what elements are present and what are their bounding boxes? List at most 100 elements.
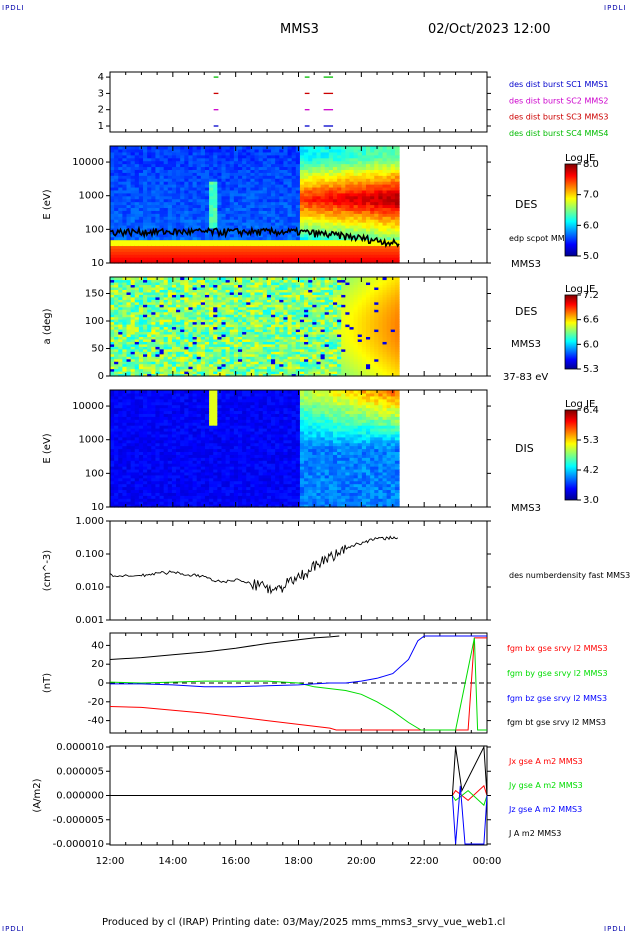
des-energy-cell [196, 254, 202, 258]
des-pitch-cell [225, 306, 231, 310]
des-energy-cell [320, 257, 326, 261]
des-energy-cell [262, 245, 268, 249]
des-energy-cell [126, 207, 132, 211]
des-pitch-cell [118, 316, 123, 320]
des-pitch-cell [159, 366, 165, 370]
des-energy-cell [200, 213, 206, 217]
des-pitch-cell [262, 277, 268, 281]
des-energy-cell [349, 230, 355, 235]
des-energy-cell [167, 201, 173, 206]
des-pitch-cell [180, 316, 185, 320]
des-pitch-cell [118, 289, 123, 293]
des-pitch-cell [217, 366, 223, 370]
des-pitch-cell [283, 311, 289, 315]
des-pitch-cell [246, 333, 251, 338]
des-energy-cell [126, 189, 132, 194]
des-energy-cell [287, 254, 293, 258]
des-energy-cell [192, 219, 198, 223]
des-pitch-cell [188, 333, 194, 338]
des-energy-cell [204, 163, 210, 168]
des-energy-cell [122, 181, 128, 185]
des-energy-cell [200, 151, 206, 156]
des-energy-cell [110, 163, 115, 168]
des-energy-cell [138, 157, 144, 162]
des-energy-cell [370, 169, 375, 173]
des-pitch-cell [180, 358, 185, 362]
des-pitch-cell [159, 311, 165, 315]
des-energy-cell [345, 207, 351, 211]
des-energy-cell [279, 195, 285, 200]
des-energy-cell [122, 195, 128, 200]
des-energy-cell [308, 248, 313, 252]
des-energy-cell [366, 233, 371, 238]
des-energy-cell [176, 175, 181, 179]
des-pitch-cell [279, 346, 285, 350]
des-energy-cell [134, 198, 140, 203]
des-energy-cell [110, 219, 115, 223]
des-pitch-cell [304, 281, 309, 286]
des-energy-cell [176, 181, 181, 185]
des-pitch-cell [287, 316, 293, 320]
des-energy-cell [188, 245, 194, 249]
des-pitch-cell [229, 343, 235, 347]
des-pitch-cell [266, 338, 272, 342]
des-energy-cell [332, 210, 338, 214]
des-energy-cell [320, 216, 326, 220]
des-energy-cell [134, 216, 140, 220]
des-energy-cell [361, 175, 367, 179]
des-energy-cell [155, 254, 161, 258]
des-energy-cell [126, 154, 132, 159]
des-energy-cell [163, 178, 169, 182]
des-pitch-cell [171, 306, 177, 310]
des-pitch-cell [138, 343, 144, 347]
des-energy-cell [126, 178, 132, 182]
des-pitch-cell [134, 309, 140, 313]
des-energy-cell [345, 186, 351, 191]
des-pitch-cell [130, 319, 136, 323]
des-pitch-cell [283, 296, 289, 300]
des-energy-cell [378, 166, 384, 170]
des-pitch-cell [304, 358, 309, 362]
des-pitch-cell [196, 314, 202, 318]
des-energy-cell [271, 192, 276, 197]
des-pitch-cell [250, 331, 256, 335]
des-energy-cell [213, 154, 218, 159]
des-pitch-cell [200, 338, 206, 342]
des-energy-cell [238, 216, 243, 220]
des-pitch-cell [229, 328, 235, 333]
des-energy-cell [345, 148, 351, 153]
des-pitch-cell [138, 366, 144, 370]
des-pitch-cell [246, 296, 251, 300]
des-pitch-cell [147, 346, 152, 350]
des-energy-cell [229, 154, 235, 159]
des-energy-cell [308, 151, 313, 156]
des-energy-cell [349, 227, 355, 232]
des-energy-cell [200, 178, 206, 182]
des-pitch-cell [204, 284, 210, 288]
des-energy-cell [171, 146, 177, 150]
des-pitch-cell [147, 281, 152, 286]
des-energy-cell [378, 216, 384, 220]
des-energy-cell [196, 251, 202, 255]
des-pitch-cell [304, 301, 309, 305]
des-pitch-cell [159, 289, 165, 293]
des-energy-cell [138, 230, 144, 235]
des-pitch-cell [295, 301, 301, 305]
des-energy-cell [171, 154, 177, 159]
des-energy-cell [271, 160, 276, 165]
des-pitch-cell [275, 358, 280, 362]
des-energy-cell [337, 157, 342, 162]
des-energy-cell [250, 192, 256, 197]
des-energy-cell [328, 195, 334, 200]
des-pitch-cell [176, 326, 181, 330]
des-energy-cell [204, 257, 210, 261]
des-energy-cell [291, 198, 297, 203]
des-energy-cell [114, 233, 119, 238]
des-energy-cell [394, 236, 400, 241]
des-energy-cell [382, 186, 388, 191]
des-pitch-cell [258, 368, 264, 372]
des-pitch-cell [196, 368, 202, 372]
des-pitch-cell [254, 328, 260, 333]
des-energy-cell [192, 146, 198, 150]
des-pitch-cell [258, 301, 264, 305]
